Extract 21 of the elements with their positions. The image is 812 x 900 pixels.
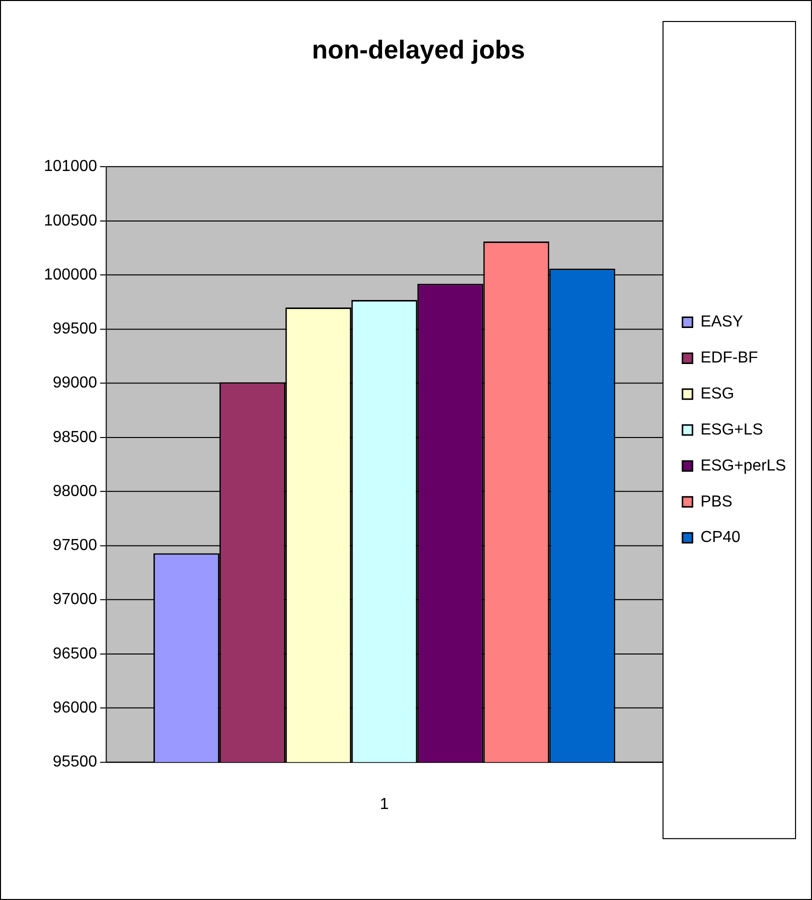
- y-tick-label: 99000: [52, 374, 98, 392]
- y-tick-label: 98000: [52, 482, 98, 500]
- legend-label: EDF-BF: [700, 350, 758, 367]
- y-tick-label: 96000: [52, 699, 98, 716]
- y-tick-label: 97500: [52, 537, 98, 554]
- legend-label: ESG+perLS: [700, 457, 786, 474]
- chart-title: non-delayed jobs: [312, 36, 526, 65]
- x-tick-label: 1: [380, 796, 389, 814]
- y-tick-label: 97000: [52, 591, 98, 608]
- legend-label: ESG+LS: [700, 421, 763, 438]
- legend-label: ESG: [700, 386, 734, 403]
- y-tick-label: 99500: [52, 320, 98, 338]
- y-tick-label: 101000: [44, 158, 98, 176]
- y-tick-label: 98500: [52, 428, 98, 446]
- y-tick-label: 95500: [52, 754, 98, 770]
- legend-label: CP40: [700, 529, 740, 546]
- y-tick-label: 100500: [44, 212, 98, 230]
- legend-label: EASY: [700, 314, 744, 331]
- y-tick-label: 100000: [44, 266, 98, 284]
- legend-label: PBS: [700, 493, 732, 510]
- y-tick-label: 96500: [52, 645, 98, 662]
